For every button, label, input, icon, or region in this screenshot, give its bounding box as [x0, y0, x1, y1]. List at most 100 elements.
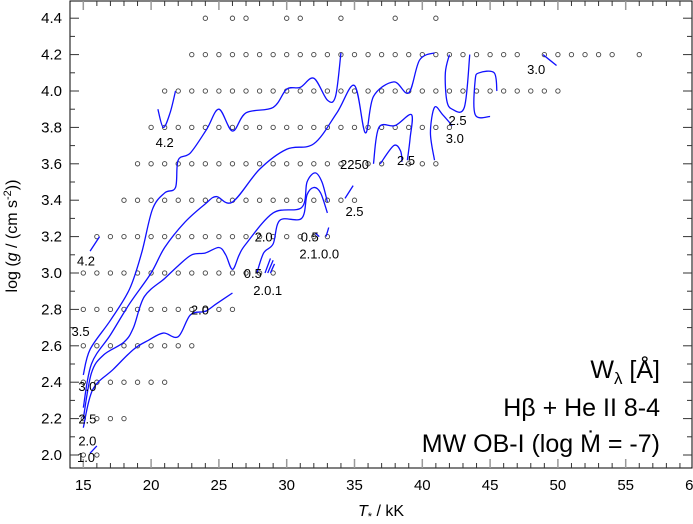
model-point	[134, 379, 141, 385]
model-point	[433, 51, 439, 58]
model-point	[175, 306, 181, 313]
model-point	[541, 88, 547, 94]
model-point	[121, 233, 127, 240]
model-point	[256, 233, 263, 240]
model-point	[338, 197, 344, 203]
contour-label: 2250	[340, 157, 369, 172]
y-tick-label: 2.4	[41, 374, 62, 391]
model-point	[80, 379, 86, 385]
contour-r5	[444, 54, 471, 113]
model-point	[134, 233, 141, 240]
contour-4.2-left	[89, 236, 101, 252]
model-point	[297, 51, 303, 58]
model-point	[324, 124, 331, 131]
model-point	[189, 306, 195, 313]
model-point	[311, 161, 317, 167]
model-point	[107, 415, 114, 422]
model-point	[419, 88, 425, 94]
y-tick-label: 3.2	[41, 229, 62, 246]
y-tick-label: 3.6	[41, 156, 62, 173]
x-tick-label: 30	[278, 477, 295, 494]
model-point	[406, 161, 412, 167]
model-point	[189, 161, 195, 167]
model-point	[189, 88, 195, 94]
model-point	[107, 379, 114, 385]
model-point	[270, 197, 276, 203]
model-point	[297, 233, 303, 240]
x-tick-label: 50	[550, 477, 567, 494]
model-point	[324, 161, 331, 167]
model-point	[243, 233, 249, 240]
model-point	[324, 88, 331, 94]
model-point	[189, 343, 195, 349]
model-point	[189, 233, 195, 240]
model-point	[202, 197, 208, 203]
model-point	[433, 124, 439, 131]
model-point	[162, 343, 168, 349]
contour-fan-1	[264, 258, 272, 274]
model-point	[297, 124, 303, 131]
contour-label: 2.5	[397, 153, 415, 168]
model-point	[148, 379, 154, 385]
model-point	[406, 51, 412, 58]
model-point	[189, 197, 195, 203]
model-point	[175, 88, 181, 94]
model-point	[324, 197, 331, 203]
model-point	[94, 452, 100, 458]
contour-2.5	[82, 172, 329, 419]
model-point	[555, 51, 561, 58]
model-point	[148, 161, 154, 167]
model-point	[311, 88, 317, 94]
contour-r7	[542, 54, 557, 67]
model-point	[121, 343, 127, 349]
model-point	[351, 51, 358, 58]
model-point	[297, 197, 303, 203]
model-point	[392, 51, 398, 58]
model-point	[311, 233, 317, 240]
model-point	[243, 270, 249, 276]
x-tick-label: 20	[143, 477, 160, 494]
contour-3.0	[82, 52, 435, 408]
x-tick-label: 25	[211, 477, 228, 494]
model-point	[121, 379, 127, 385]
model-point	[256, 88, 263, 94]
model-point	[94, 270, 100, 276]
model-point	[121, 270, 127, 276]
model-point	[202, 88, 208, 94]
x-tick-label: 60	[685, 477, 693, 494]
y-tick-label: 2.6	[41, 338, 62, 355]
contour-label: 3.5	[72, 324, 90, 339]
contour-label: 0.5	[244, 266, 262, 281]
model-point	[121, 415, 127, 422]
model-point	[446, 124, 453, 131]
model-point	[216, 124, 222, 131]
model-point	[148, 270, 154, 276]
contour-label: 3.0	[78, 379, 96, 394]
model-point	[514, 51, 520, 58]
model-point	[162, 197, 168, 203]
model-point	[338, 15, 344, 21]
y-tick-label: 4.2	[41, 47, 62, 64]
model-point	[501, 51, 507, 58]
model-point	[107, 306, 114, 313]
y-tick-label: 4.4	[41, 10, 62, 27]
model-point	[460, 51, 466, 58]
annotation-lines: Hβ + He II 8-4	[503, 394, 660, 422]
model-point	[460, 88, 466, 94]
model-point	[175, 343, 181, 349]
model-point	[636, 51, 642, 58]
model-point	[297, 15, 303, 21]
contour-fan-3	[269, 263, 276, 274]
model-point	[365, 88, 371, 94]
model-point	[609, 51, 615, 58]
model-point	[311, 197, 317, 203]
model-point	[338, 88, 344, 94]
model-point	[216, 270, 222, 276]
contour-label: 2.0	[78, 433, 96, 448]
model-point	[121, 197, 127, 203]
contour-r4	[429, 106, 453, 161]
model-point	[175, 197, 181, 203]
contour-fan-2	[267, 260, 274, 274]
model-point	[243, 124, 249, 131]
model-point	[378, 88, 385, 94]
